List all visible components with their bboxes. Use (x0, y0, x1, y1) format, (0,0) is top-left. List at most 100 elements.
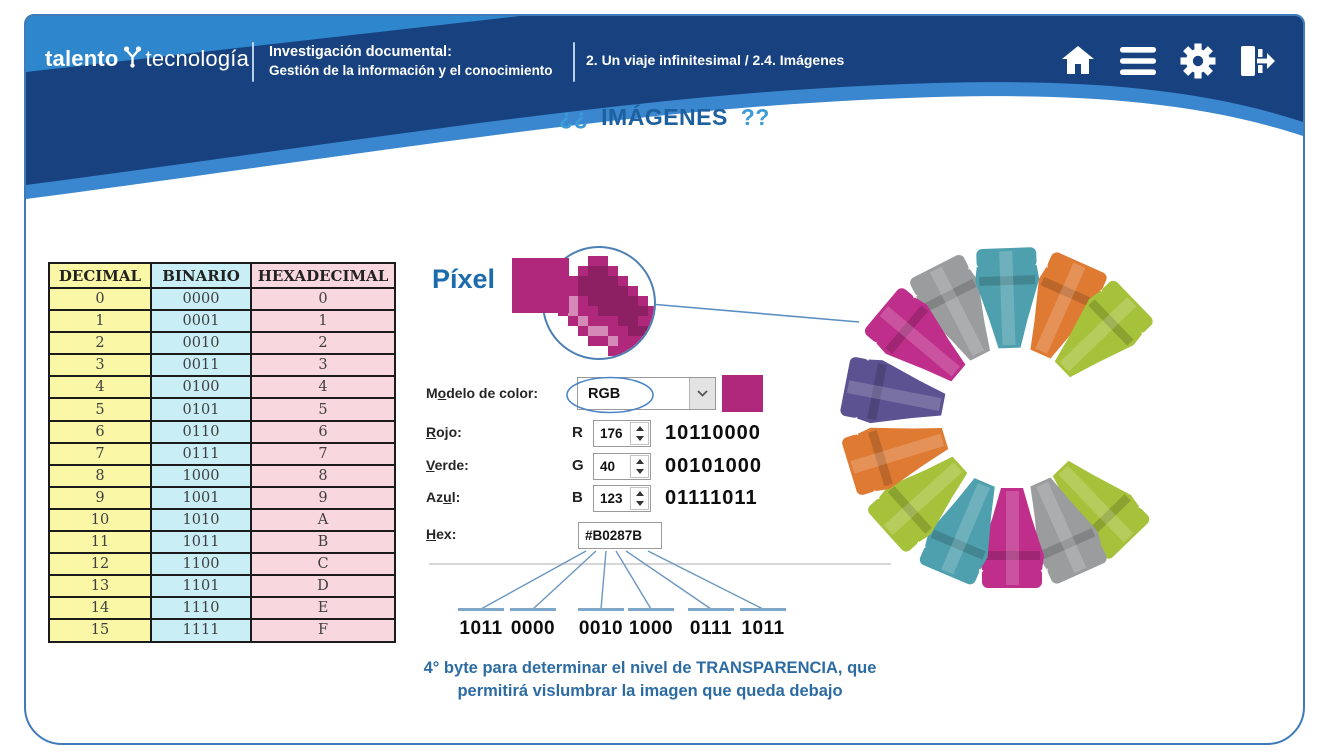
table-cell: 6 (250, 419, 396, 444)
logo-word-bold: talento (45, 46, 119, 71)
zoomed-pixel (638, 306, 648, 316)
zoomed-pixel (578, 296, 588, 306)
table-cell: 4 (250, 375, 396, 400)
green-spin-up-button[interactable] (631, 456, 648, 467)
blue-value[interactable]: 123 (600, 491, 623, 506)
zoomed-pixel (608, 336, 618, 346)
hex-value: #B0287B (585, 528, 643, 543)
zoomed-pixel (608, 296, 618, 306)
blue-spinner[interactable]: 123 (593, 485, 651, 512)
binary-group-value: 0000 (510, 617, 556, 639)
table-cell: D (250, 574, 396, 599)
table-row: 14 1110 E (48, 596, 396, 621)
red-spin-down-button[interactable] (631, 434, 648, 445)
crayon-lime (1054, 280, 1153, 378)
table-cell: F (250, 618, 396, 643)
home-icon[interactable] (1059, 43, 1097, 79)
table-row: 5 0101 5 (48, 397, 396, 422)
zoomed-pixel (588, 256, 598, 266)
pixel-square (512, 258, 569, 313)
exit-icon[interactable] (1239, 43, 1277, 79)
table-cell: 0001 (150, 309, 252, 334)
hex-input[interactable]: #B0287B (578, 522, 662, 549)
hex-to-binary-fan-lines (480, 550, 764, 610)
zoomed-pixel (568, 316, 578, 326)
zoomed-pixel (578, 326, 588, 336)
menu-icon[interactable] (1119, 43, 1157, 79)
zoomed-pixel (588, 296, 598, 306)
zoomed-pixel (598, 256, 608, 266)
conversion-table: DECIMAL BINARIO HEXADECIMAL 0 0000 0 1 0001 1 2 0… (48, 262, 396, 643)
zoomed-pixel (618, 316, 628, 326)
table-row: 3 0011 3 (48, 353, 396, 378)
zoomed-pixel (618, 306, 628, 316)
blue-label: Azul: (426, 489, 461, 505)
zoomed-pixel (608, 326, 618, 336)
table-cell: 8 (250, 463, 396, 488)
zoomed-pixel (598, 326, 608, 336)
binary-group: 0000 (509, 608, 557, 640)
zoomed-pixel (598, 336, 608, 346)
zoomed-pixel (638, 316, 648, 326)
zoomed-pixel (608, 306, 618, 316)
column-header: DECIMAL (48, 262, 152, 289)
table-cell: 0011 (150, 353, 252, 378)
zoomed-pixel (578, 306, 588, 316)
zoomed-pixel (578, 276, 588, 286)
green-spin-down-button[interactable] (631, 467, 648, 478)
table-cell: 9 (250, 485, 396, 510)
table-header-row: DECIMAL BINARIO HEXADECIMAL (48, 262, 396, 289)
table-cell: 1 (48, 309, 152, 334)
table-cell: 7 (48, 441, 152, 466)
zoomed-pixel (568, 306, 578, 316)
table-cell: 0 (250, 286, 396, 312)
binary-group: 1011 (457, 608, 505, 640)
blue-spin-down-button[interactable] (631, 499, 648, 510)
crayon-magenta (864, 288, 966, 382)
crayon-lime (868, 456, 968, 552)
table-cell: 0101 (150, 397, 252, 422)
table-cell: 3 (250, 353, 396, 378)
nav-divider-2 (573, 42, 575, 82)
zoomed-pixel (598, 306, 608, 316)
table-row: 8 1000 8 (48, 463, 396, 488)
binary-group: 0010 (577, 608, 625, 640)
nav-divider-1 (252, 42, 254, 82)
green-label: Verde: (426, 457, 469, 473)
dropdown-chevron-button[interactable] (689, 378, 715, 409)
green-value[interactable]: 40 (600, 459, 616, 474)
table-cell: B (250, 530, 396, 555)
table-row: 11 1011 B (48, 530, 396, 555)
binary-group-line (740, 608, 786, 611)
zoomed-pixel (628, 346, 638, 356)
red-spinner[interactable]: 176 (593, 420, 651, 447)
selected-color-swatch (722, 375, 763, 412)
settings-gear-icon[interactable] (1179, 43, 1217, 79)
course-title-line1: Investigación documental: (269, 44, 452, 60)
nav-icon-bar (1059, 43, 1277, 79)
binary-group-value: 0010 (578, 617, 624, 639)
table-cell: 9 (48, 485, 152, 510)
red-value[interactable]: 176 (600, 426, 623, 441)
table-cell: 0000 (150, 286, 252, 312)
binary-group-value: 1011 (741, 617, 785, 639)
table-cell: 4 (48, 375, 152, 400)
table-cell: 0111 (150, 441, 252, 466)
zoomed-pixel (618, 286, 628, 296)
table-cell: 8 (48, 463, 152, 488)
breadcrumb: 2. Un viaje infinitesimal / 2.4. Imágene… (586, 52, 845, 68)
zoomed-pixel (618, 336, 628, 346)
crayon-teal (919, 478, 995, 585)
binary-group: 1000 (627, 608, 675, 640)
zoomed-pixel (588, 276, 598, 286)
table-cell: A (250, 507, 396, 533)
green-spinner[interactable]: 40 (593, 453, 651, 480)
table-cell: C (250, 552, 396, 577)
red-spin-up-button[interactable] (631, 423, 648, 434)
binary-group-value: 1011 (459, 617, 503, 639)
zoomed-pixel (608, 276, 618, 286)
zoomed-pixel (578, 316, 588, 326)
blue-spin-up-button[interactable] (631, 488, 648, 499)
color-model-dropdown[interactable]: RGB (577, 377, 716, 410)
table-cell: 5 (48, 397, 152, 422)
